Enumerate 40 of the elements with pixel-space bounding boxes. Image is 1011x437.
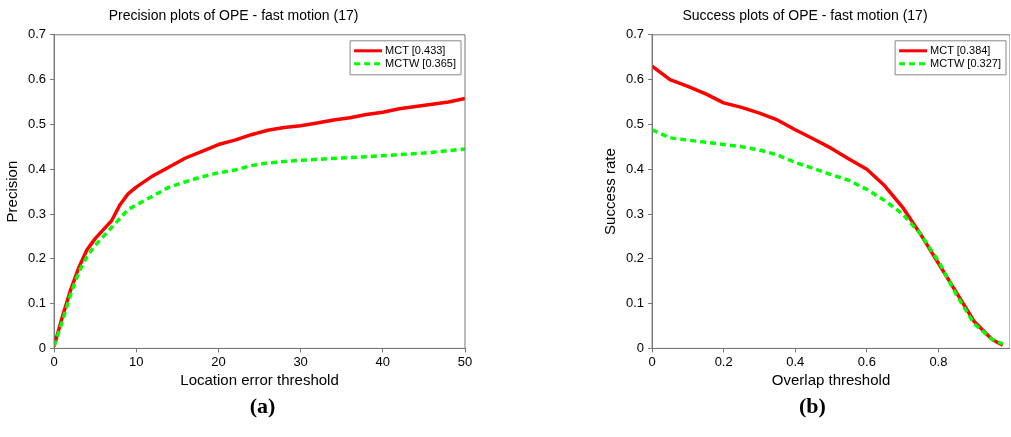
x-tick-label: 50 bbox=[457, 353, 473, 369]
y-axis-title: Success rate bbox=[601, 148, 619, 235]
x-tick-label: 10 bbox=[129, 353, 144, 369]
legend-label: MCTW [0.327] bbox=[930, 56, 1001, 69]
y-tick-label: 0.6 bbox=[625, 71, 645, 87]
x-tick-label: 0 bbox=[50, 353, 58, 369]
x-axis-title: Overlap threshold bbox=[771, 371, 891, 389]
text: (b) bbox=[798, 393, 827, 419]
legend-label: MCTW [0.365] bbox=[385, 56, 456, 69]
x-tick-label: 0.4 bbox=[786, 353, 805, 369]
y-tick-label: 0.7 bbox=[27, 26, 47, 42]
x-tick-label: 40 bbox=[375, 353, 391, 369]
chart-title: Precision plots of OPE - fast motion (17) bbox=[108, 7, 359, 24]
y-tick-label: 0.1 bbox=[27, 295, 47, 311]
y-tick-label: 0.6 bbox=[27, 71, 47, 87]
y-tick-label: 0 bbox=[636, 339, 645, 355]
y-tick-label: 0 bbox=[38, 339, 47, 355]
y-tick-label: 0.2 bbox=[27, 250, 47, 266]
y-tick-label: 0.3 bbox=[625, 205, 645, 221]
y-tick-label: 0.5 bbox=[27, 115, 47, 131]
y-tick-label: 0.5 bbox=[625, 115, 645, 131]
y-tick-label: 0.2 bbox=[625, 250, 645, 266]
y-tick-label: 0.4 bbox=[27, 160, 47, 176]
text: (a) bbox=[248, 393, 277, 419]
y-tick-label: 0.7 bbox=[625, 26, 645, 42]
chart-title: Success plots of OPE - fast motion (17) bbox=[682, 7, 928, 24]
y-axis-title: Precision bbox=[3, 160, 21, 223]
line-series bbox=[652, 128, 1005, 346]
x-tick-label: 0.2 bbox=[714, 353, 733, 369]
x-tick-label: 0.8 bbox=[929, 353, 948, 369]
y-tick-label: 0.3 bbox=[27, 205, 47, 221]
legend-label: MCT [0.433] bbox=[385, 43, 446, 56]
x-tick-label: 0 bbox=[648, 353, 656, 369]
x-axis-title: Location error threshold bbox=[180, 371, 339, 389]
y-tick-label: 0.1 bbox=[625, 295, 645, 311]
legend-label: MCT [0.384] bbox=[930, 43, 991, 56]
y-tick-label: 0.4 bbox=[625, 160, 645, 176]
x-tick-label: 0.6 bbox=[857, 353, 876, 369]
x-tick-label: 20 bbox=[211, 353, 226, 369]
x-tick-label: 30 bbox=[293, 353, 308, 369]
